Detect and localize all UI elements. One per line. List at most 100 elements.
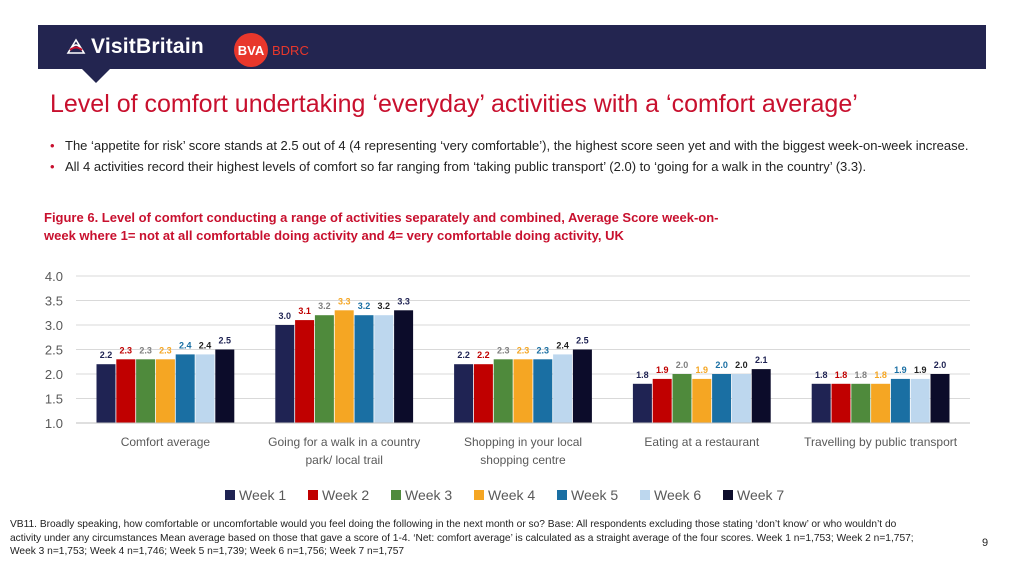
bullet-item: The ‘appetite for risk’ score stands at … (46, 137, 976, 154)
bar (533, 359, 553, 423)
x-category-label: Comfort average (121, 435, 211, 449)
bar (473, 364, 493, 423)
visitbritain-logo-text: VisitBritain (91, 35, 204, 58)
bar (871, 383, 891, 423)
data-label: 2.4 (556, 340, 569, 350)
data-label: 1.8 (636, 370, 649, 380)
footnote: VB11. Broadly speaking, how comfortable … (10, 519, 914, 557)
bar (930, 374, 950, 423)
bar (751, 369, 771, 423)
bar (136, 359, 156, 423)
bdrc-logo-text: BDRC (272, 42, 309, 58)
data-label: 3.1 (298, 306, 311, 316)
bar (731, 374, 751, 423)
bar (632, 383, 652, 423)
bar (851, 383, 871, 423)
data-label: 3.0 (279, 311, 292, 321)
bullet-item: All 4 activities record their highest le… (46, 158, 976, 175)
y-tick-label: 4.0 (45, 269, 63, 284)
y-tick-label: 1.0 (45, 416, 63, 431)
bar (692, 378, 712, 423)
x-category-label: Travelling by public transport (804, 435, 958, 449)
data-label: 2.4 (199, 340, 212, 350)
x-category-label: shopping centre (480, 453, 566, 467)
bar (275, 325, 295, 423)
summary-bullets: The ‘appetite for risk’ score stands at … (46, 137, 976, 179)
header-notch (82, 69, 110, 83)
data-label: 2.0 (934, 360, 947, 370)
data-label: 2.3 (497, 345, 510, 355)
data-label: 2.0 (735, 360, 748, 370)
legend-label: Week 3 (405, 487, 452, 503)
data-label: 2.2 (477, 350, 490, 360)
bar (195, 354, 215, 423)
header-bar (38, 25, 986, 69)
data-label: 2.3 (537, 345, 550, 355)
x-category-label: Eating at a restaurant (644, 435, 759, 449)
y-tick-label: 3.0 (45, 318, 63, 333)
bar (295, 320, 315, 423)
legend-label: Week 7 (737, 487, 784, 503)
legend-label: Week 1 (239, 487, 286, 503)
y-tick-label: 3.5 (45, 294, 63, 309)
bar (652, 378, 672, 423)
bar (354, 315, 374, 423)
legend-swatch (557, 490, 567, 500)
data-label: 1.8 (835, 370, 848, 380)
data-label: 1.8 (874, 370, 887, 380)
bar (493, 359, 513, 423)
data-label: 2.3 (159, 345, 172, 355)
bar (96, 364, 116, 423)
bar (831, 383, 851, 423)
bar (155, 359, 175, 423)
bar (215, 349, 235, 423)
bar (910, 378, 930, 423)
comfort-bar-chart: 1.0 1.5 2.0 2.5 3.0 3.5 4.0 2.2 2.3 2.3 2.3 2.4 2.4 2… (45, 269, 970, 503)
data-label: 1.9 (696, 365, 709, 375)
page-title: Level of comfort undertaking ‘everyday’ … (50, 90, 858, 118)
bar (374, 315, 394, 423)
data-label: 3.2 (318, 301, 331, 311)
bar (572, 349, 592, 423)
data-label: 3.3 (397, 296, 410, 306)
data-label: 1.9 (914, 365, 927, 375)
legend-label: Week 2 (322, 487, 369, 503)
legend-swatch (391, 490, 401, 500)
data-label: 1.8 (815, 370, 828, 380)
data-label: 2.5 (219, 336, 232, 346)
bar (394, 310, 414, 423)
x-category-label: Shopping in your local (464, 435, 582, 449)
y-tick-label: 1.5 (45, 392, 63, 407)
bar (513, 359, 533, 423)
figure-caption-line: week where 1= not at all comfortable doi… (44, 228, 624, 243)
data-label: 2.1 (755, 355, 768, 365)
legend-swatch (308, 490, 318, 500)
visitbritain-logo: VisitBritain (66, 35, 204, 59)
data-label: 2.2 (457, 350, 470, 360)
data-label: 2.3 (120, 345, 133, 355)
bar (116, 359, 136, 423)
bva-logo-mark: BVA (234, 33, 268, 67)
bar (314, 315, 334, 423)
legend-swatch (640, 490, 650, 500)
bar (811, 383, 831, 423)
data-label: 2.2 (100, 350, 113, 360)
page-number: 9 (982, 537, 989, 549)
data-label: 1.9 (656, 365, 669, 375)
y-tick-label: 2.0 (45, 367, 63, 382)
legend-label: Week 6 (654, 487, 701, 503)
data-label: 3.2 (378, 301, 391, 311)
y-tick-label: 2.5 (45, 343, 63, 358)
legend-swatch (723, 490, 733, 500)
figure-caption-line: Figure 6. Level of comfort conducting a … (44, 210, 719, 225)
bar (175, 354, 195, 423)
bva-bdrc-logo: BVA BDRC (234, 33, 309, 67)
data-label: 2.3 (139, 345, 152, 355)
data-label: 2.3 (517, 345, 530, 355)
data-label: 3.2 (358, 301, 371, 311)
legend-swatch (474, 490, 484, 500)
data-label: 2.0 (676, 360, 689, 370)
data-label: 2.0 (715, 360, 728, 370)
bar (454, 364, 474, 423)
bar (890, 378, 910, 423)
